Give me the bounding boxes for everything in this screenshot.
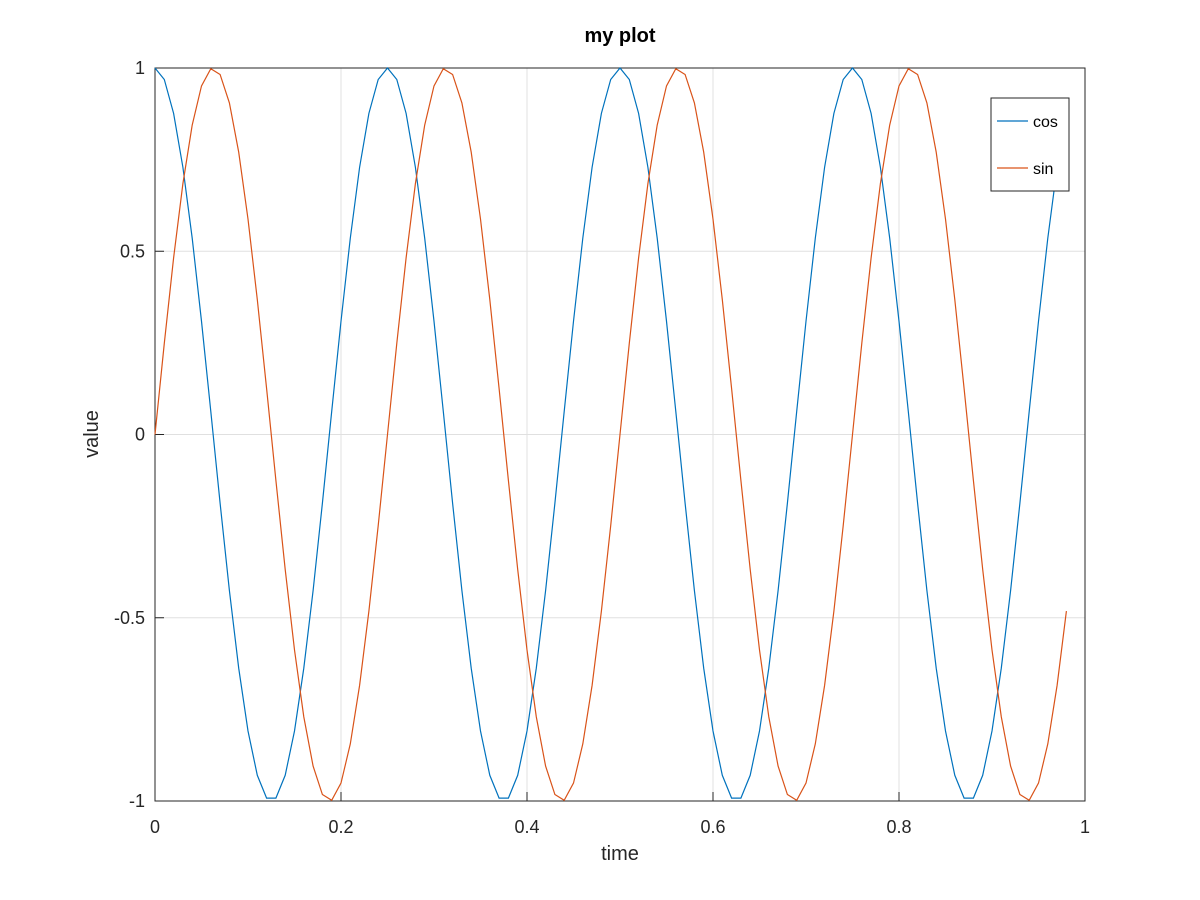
x-tick-label: 0 <box>150 817 160 837</box>
series-line-sin <box>154 67 1067 802</box>
x-axis-label: time <box>601 843 639 865</box>
legend-label-sin: sin <box>1033 161 1053 178</box>
x-tick-label: 1 <box>1080 817 1090 837</box>
x-tick-label: 0.6 <box>700 817 725 837</box>
series-lines <box>154 67 1067 802</box>
y-tick-label: -1 <box>129 791 145 811</box>
axis-ticks: 0 0.2 0.4 0.6 0.8 1 -1 -0.5 0 0.5 1 <box>114 58 1090 837</box>
y-tick-label: -0.5 <box>114 608 145 628</box>
legend: cos sin <box>990 97 1070 192</box>
y-tick-label: 0 <box>135 425 145 445</box>
y-tick-label: 0.5 <box>120 241 145 261</box>
x-tick-label: 0.8 <box>886 817 911 837</box>
chart-title: my plot <box>584 25 655 47</box>
legend-label-cos: cos <box>1033 114 1058 131</box>
series-line-cos <box>154 67 1067 799</box>
x-tick-label: 0.4 <box>514 817 539 837</box>
y-tick-label: 1 <box>135 58 145 78</box>
y-axis-label: value <box>81 410 103 458</box>
legend-box <box>990 97 1070 192</box>
x-tick-label: 0.2 <box>328 817 353 837</box>
